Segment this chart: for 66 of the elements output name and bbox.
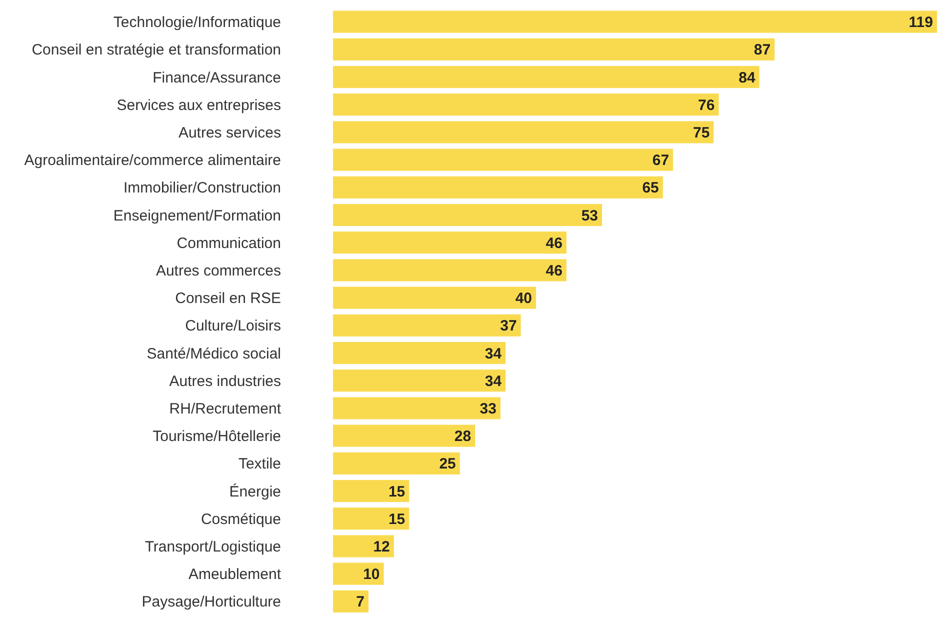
y-tick-label: Services aux entreprises xyxy=(116,96,281,114)
y-tick-label: Communication xyxy=(176,234,281,252)
data-label: 37 xyxy=(500,318,517,335)
data-label: 84 xyxy=(738,69,756,86)
y-tick-label: Finance/Assurance xyxy=(152,69,281,86)
y-tick-label: Immobilier/Construction xyxy=(123,180,281,197)
y-tick-label: Autres industries xyxy=(169,372,281,390)
y-tick-label: Autres commerces xyxy=(156,262,281,280)
bar xyxy=(333,397,500,420)
bar xyxy=(333,508,410,530)
data-label: 87 xyxy=(754,42,771,59)
data-label: 40 xyxy=(515,290,532,308)
y-tick-label: Culture/Loisirs xyxy=(185,318,281,335)
bar xyxy=(333,590,369,612)
y-tick-label: Tourisme/Hôtellerie xyxy=(152,428,281,446)
bar xyxy=(333,66,760,88)
bar xyxy=(333,424,476,447)
data-label: 7 xyxy=(356,594,365,611)
data-label: 25 xyxy=(439,456,456,473)
bar xyxy=(333,480,410,502)
data-label: 34 xyxy=(484,372,502,390)
y-tick-label: Conseil en stratégie et transformation xyxy=(32,42,281,59)
y-tick-label: Cosmétique xyxy=(200,510,281,528)
data-label: 119 xyxy=(908,14,933,32)
data-label: 15 xyxy=(388,483,406,500)
y-tick-label: Conseil en RSE xyxy=(175,290,281,308)
bar xyxy=(333,232,566,254)
y-tick-label: Santé/Médico social xyxy=(146,345,281,362)
y-tick-label: Autres services xyxy=(178,124,281,142)
bar xyxy=(333,259,566,282)
data-label: 10 xyxy=(363,566,380,584)
bar xyxy=(333,314,521,336)
y-tick-label: Agroalimentaire/commerce alimentaire xyxy=(24,152,281,170)
bar xyxy=(333,370,506,392)
y-tick-label: Paysage/Horticulture xyxy=(142,594,281,611)
y-tick-label: RH/Recrutement xyxy=(169,400,282,418)
data-label: 65 xyxy=(642,180,659,197)
bar xyxy=(333,148,674,171)
bar xyxy=(333,535,394,558)
bar xyxy=(333,452,460,474)
y-tick-label: Ameublement xyxy=(188,566,282,584)
bar xyxy=(333,342,506,364)
y-tick-label: Technologie/Informatique xyxy=(113,14,281,32)
data-label: 34 xyxy=(484,345,502,362)
data-label: 12 xyxy=(373,538,390,556)
data-label: 53 xyxy=(581,207,598,224)
bar xyxy=(333,94,719,116)
data-label: 46 xyxy=(546,262,562,280)
bar xyxy=(333,562,384,585)
data-label: 15 xyxy=(388,510,406,528)
bar xyxy=(333,38,775,60)
data-label: 75 xyxy=(692,124,710,142)
bar xyxy=(333,121,714,144)
y-tick-label: Énergie xyxy=(229,482,281,500)
data-label: 46 xyxy=(546,234,562,252)
bar xyxy=(333,10,937,33)
data-label: 67 xyxy=(652,152,670,170)
bar xyxy=(333,176,663,198)
data-label: 33 xyxy=(480,400,496,418)
bar xyxy=(333,286,536,309)
y-tick-label: Enseignement/Formation xyxy=(113,207,281,224)
bar xyxy=(333,204,602,226)
y-tick-label: Textile xyxy=(238,456,281,473)
data-label: 28 xyxy=(454,428,472,446)
y-tick-label: Transport/Logistique xyxy=(144,538,281,556)
data-label: 76 xyxy=(698,96,715,114)
